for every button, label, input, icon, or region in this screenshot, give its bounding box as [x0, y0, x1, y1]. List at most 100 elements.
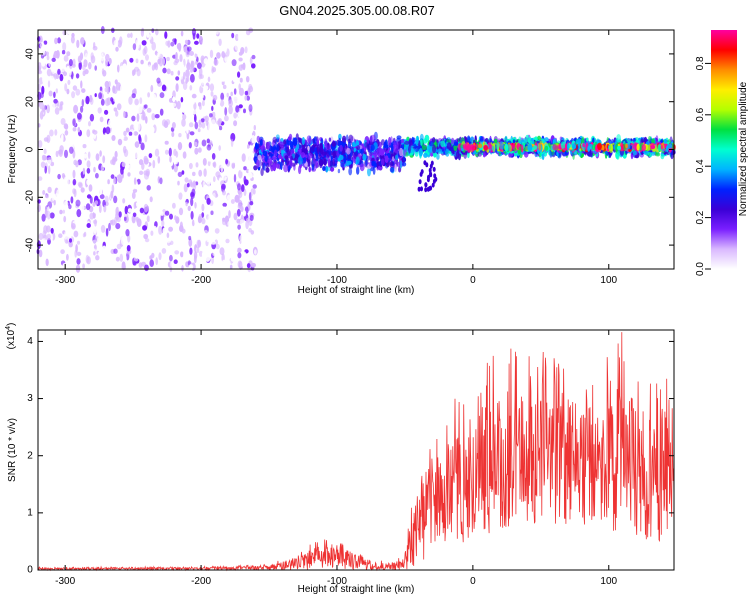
spectrogram-cell — [178, 207, 184, 216]
spectrogram-cell — [174, 157, 179, 165]
spectrogram-cell — [479, 136, 484, 142]
spectrogram-cell — [178, 42, 182, 52]
spectrogram-cell — [192, 32, 196, 40]
spectrogram-cell — [412, 148, 416, 153]
spectrogram-cell — [124, 39, 129, 48]
spectrogram-cell — [115, 223, 121, 230]
spectrogram-cell — [144, 264, 149, 272]
spectrogram-cell — [137, 247, 143, 254]
spectrogram-cell — [226, 92, 229, 98]
spectrogram-cell — [203, 229, 209, 238]
spectrogram-cell — [86, 223, 91, 228]
spectrogram-cell — [228, 210, 231, 219]
spectrogram-cell — [194, 114, 197, 123]
spectrogram-cell — [157, 70, 163, 80]
spectrogram-cell — [186, 46, 192, 52]
spectrogram-cell — [110, 97, 113, 102]
spectrogram-cell — [143, 74, 148, 83]
spectrogram-cell — [218, 119, 221, 128]
spectrogram-cell — [233, 88, 237, 95]
spectrogram-cell — [215, 106, 219, 115]
spectrogram-cell — [144, 238, 150, 243]
spectrogram-cell — [648, 136, 652, 142]
spectrogram-cell — [233, 243, 238, 253]
spectrogram-cell — [445, 148, 450, 157]
spectrogram-cell — [238, 190, 243, 199]
spectrogram-cell — [206, 180, 211, 188]
spectrogram-cell — [239, 87, 244, 96]
spectrogram-cell — [41, 62, 46, 67]
spectrogram-cell — [317, 154, 322, 160]
spectrogram-cell — [201, 186, 205, 194]
spectrogram-cell — [130, 238, 135, 247]
spectrogram-cell — [85, 95, 90, 105]
spectrogram-cell — [391, 144, 394, 153]
spectrogram-cell — [82, 64, 86, 71]
spectrogram-cell — [39, 125, 42, 132]
spectrogram-cell — [437, 148, 443, 154]
spectrogram-cell — [389, 167, 395, 173]
spectrogram-cell — [251, 69, 257, 75]
spectrogram-cell — [356, 166, 360, 175]
spectrogram-cell — [373, 151, 378, 159]
spectrogram-cell — [85, 203, 91, 211]
spectrogram-cell — [426, 186, 430, 192]
spectrogram-cell — [115, 46, 119, 52]
spectrogram-cell — [254, 249, 257, 255]
spectrogram-cell — [193, 255, 197, 264]
spectrogram-cell — [189, 85, 193, 91]
figure-title: GN04.2025.305.00.08.R07 — [279, 3, 434, 18]
spectrogram-cell — [117, 138, 123, 146]
spectrogram-cell — [217, 97, 221, 105]
spectrogram-cell — [61, 173, 65, 179]
spectrogram-cell — [94, 200, 99, 206]
spectrogram-cell — [80, 187, 85, 193]
spectrogram-cell — [167, 112, 171, 122]
spectrogram-cell — [592, 137, 595, 144]
spectrogram-cell — [235, 257, 239, 262]
spectrogram-cell — [221, 241, 227, 247]
spectrogram-cell — [247, 144, 250, 150]
spectrogram-cell — [99, 86, 103, 91]
spectrogram-cell — [248, 192, 252, 201]
spectrogram-cell — [140, 142, 145, 151]
spectrogram-cell — [183, 183, 188, 193]
spectrogram-cell — [66, 66, 70, 71]
spectrogram-cell — [133, 88, 137, 93]
spectrogram-cell — [49, 75, 55, 84]
spectrogram-cell — [348, 167, 353, 176]
spectrogram-cell — [264, 154, 268, 162]
spectrogram-cell — [113, 120, 118, 129]
spectrogram-cell — [170, 70, 174, 76]
spectrogram-cell — [66, 88, 70, 95]
spectrogram-cell — [404, 140, 410, 145]
spectrogram-cell — [241, 126, 246, 135]
spectrogram-cell — [54, 107, 60, 115]
spectrogram-cell — [218, 38, 222, 46]
spectrogram-cell — [152, 94, 157, 103]
spectrogram-cell — [185, 201, 188, 207]
spectrogram-cell — [145, 190, 149, 198]
spectrogram-cell — [215, 29, 219, 35]
spectrogram-cell — [180, 96, 184, 103]
spectrogram-cell — [149, 216, 153, 221]
spectrogram-cell — [209, 113, 213, 118]
spectrogram-cell — [241, 240, 247, 247]
spectrogram-cell — [195, 162, 199, 168]
spectrogram-cell — [71, 223, 76, 230]
spectrogram-cell — [213, 161, 217, 168]
spectrogram-cell — [46, 68, 52, 77]
spectrogram-cell — [233, 96, 239, 103]
spectrogram-cell — [660, 153, 665, 160]
spectrogram-cell — [234, 52, 237, 58]
spectrogram-cell — [181, 265, 184, 272]
spectrogram-cell — [191, 155, 195, 163]
spectrogram-cell — [315, 160, 318, 169]
spectrogram-cell — [113, 97, 117, 102]
spectrogram-cell — [134, 141, 140, 148]
spectrogram-cell — [417, 186, 421, 192]
spectrogram-cell — [80, 105, 84, 113]
spectrogram-cell — [215, 83, 219, 89]
spectrogram-cell — [243, 179, 249, 186]
spectrogram-cell — [139, 170, 144, 175]
